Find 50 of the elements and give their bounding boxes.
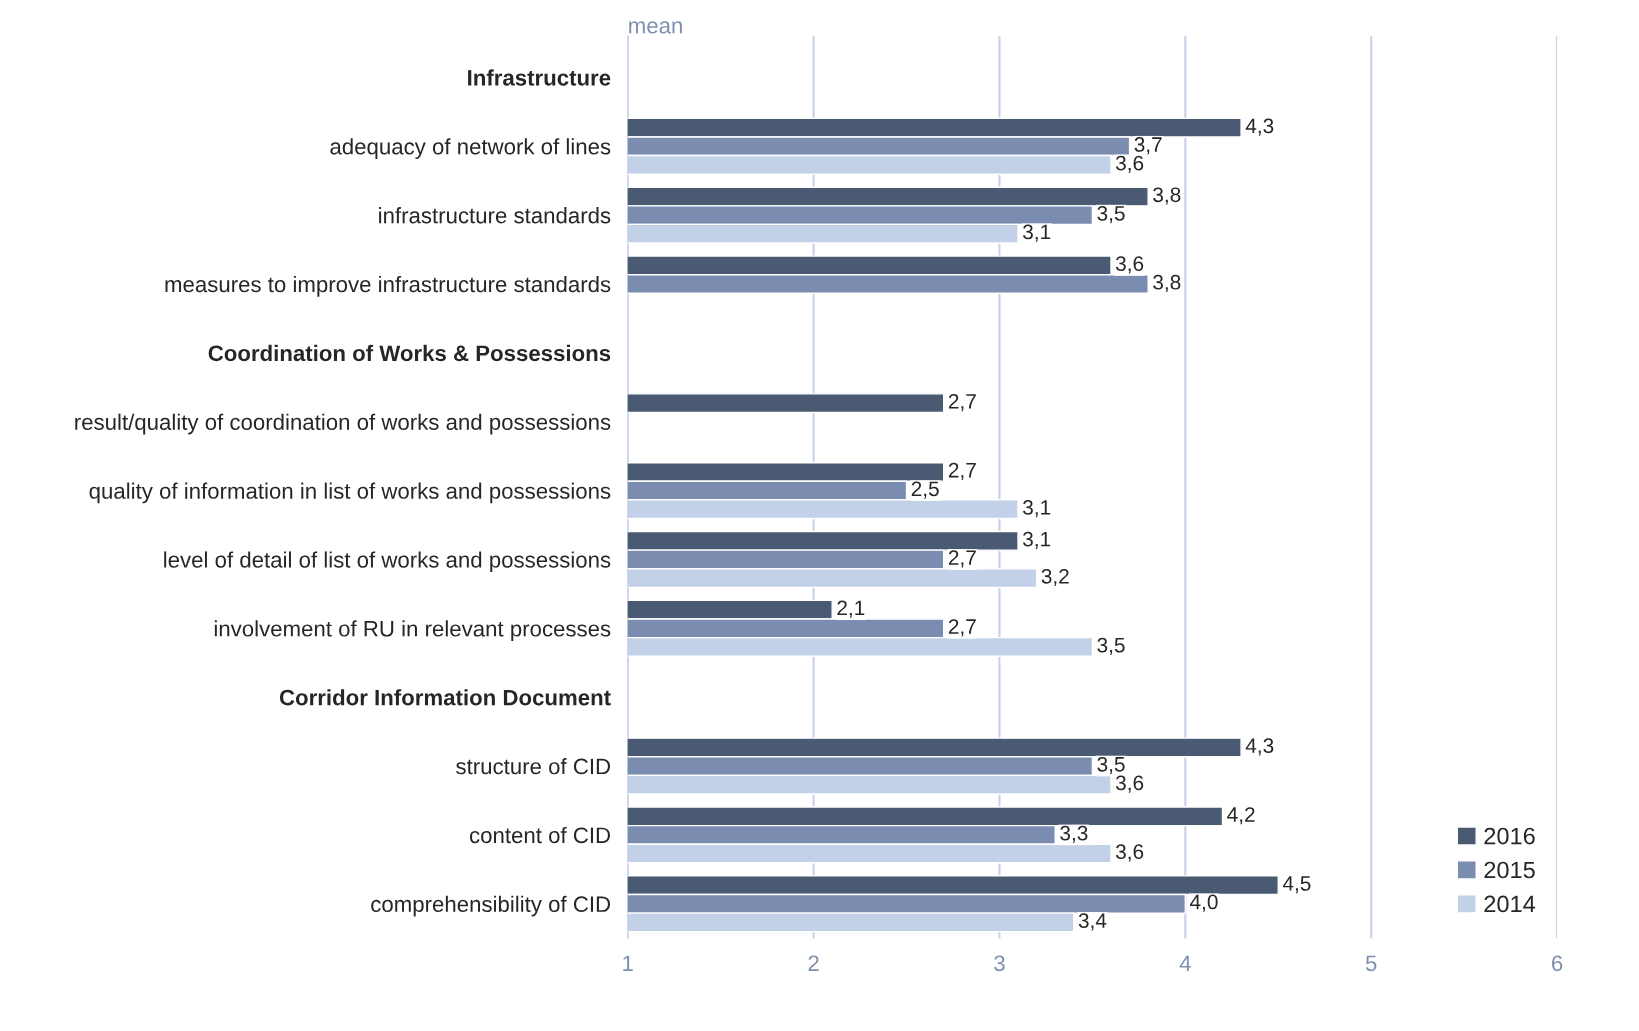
data-label: 2,5: [911, 481, 939, 499]
data-label: 3,6: [1115, 844, 1144, 862]
data-label: 3,7: [1134, 137, 1162, 155]
x-axis-title: mean: [629, 21, 682, 34]
data-label: 3,1: [1023, 531, 1051, 549]
data-label: 4,0: [1189, 894, 1218, 912]
y-tick-label: involvement of RU in relevant processes: [214, 620, 611, 641]
data-label: 2,7: [948, 550, 976, 568]
data-label: 2,7: [948, 619, 976, 637]
y-tick-label: result/quality of coordination of works and possessions: [75, 413, 611, 435]
y-tick-label: Infrastructure: [468, 69, 611, 86]
data-label: 3,5: [1097, 756, 1125, 775]
y-tick-label: level of detail of list of works and possessions: [164, 551, 611, 573]
y-tick-label: content of CID: [469, 826, 611, 844]
data-label: 3,1: [1023, 500, 1051, 518]
x-tick-label: 6: [1552, 955, 1563, 972]
data-label: 3,3: [1060, 825, 1088, 843]
y-tick-label: infrastructure standards: [379, 207, 611, 224]
data-label: 4,3: [1245, 118, 1274, 136]
x-tick-label: 2: [808, 955, 819, 971]
y-tick-label: Corridor Information Document: [279, 689, 611, 706]
x-tick-label: 5: [1365, 955, 1377, 972]
data-label: 3,4: [1078, 913, 1107, 931]
data-label: 4,2: [1227, 807, 1255, 825]
data-label: 4,5: [1282, 876, 1311, 894]
x-tick-label: 3: [994, 955, 1005, 972]
data-label: 3,2: [1041, 568, 1069, 587]
y-tick-label: Coordination of Works & Possessions: [208, 344, 611, 362]
data-label: 3,6: [1115, 256, 1144, 274]
data-label: 3,6: [1115, 155, 1144, 173]
legend-label: 2016: [1484, 827, 1535, 845]
legend-label: 2014: [1484, 895, 1536, 913]
data-label: 3,8: [1153, 187, 1181, 205]
data-label: 3,5: [1097, 637, 1125, 655]
y-tick-label: quality of information in list of works and possessions: [89, 482, 611, 504]
data-label: 2,1: [837, 600, 865, 618]
y-tick-label: adequacy of network of lines: [330, 138, 611, 159]
data-label: 3,5: [1097, 205, 1125, 224]
data-label: 3,8: [1153, 274, 1181, 293]
x-tick-label: 4: [1179, 955, 1191, 971]
legend-label: 2015: [1484, 861, 1535, 879]
x-tick-label: 1: [623, 955, 633, 971]
y-tick-label: structure of CID: [456, 758, 611, 775]
data-label: 3,6: [1115, 775, 1144, 793]
y-tick-label: measures to improve infrastructure standards: [165, 275, 611, 297]
data-label: 4,3: [1245, 738, 1274, 756]
y-tick-label: comprehensibility of CID: [371, 895, 611, 917]
data-label: 2,7: [948, 393, 976, 412]
data-label: 2,7: [948, 462, 976, 481]
data-label: 3,1: [1023, 224, 1051, 242]
